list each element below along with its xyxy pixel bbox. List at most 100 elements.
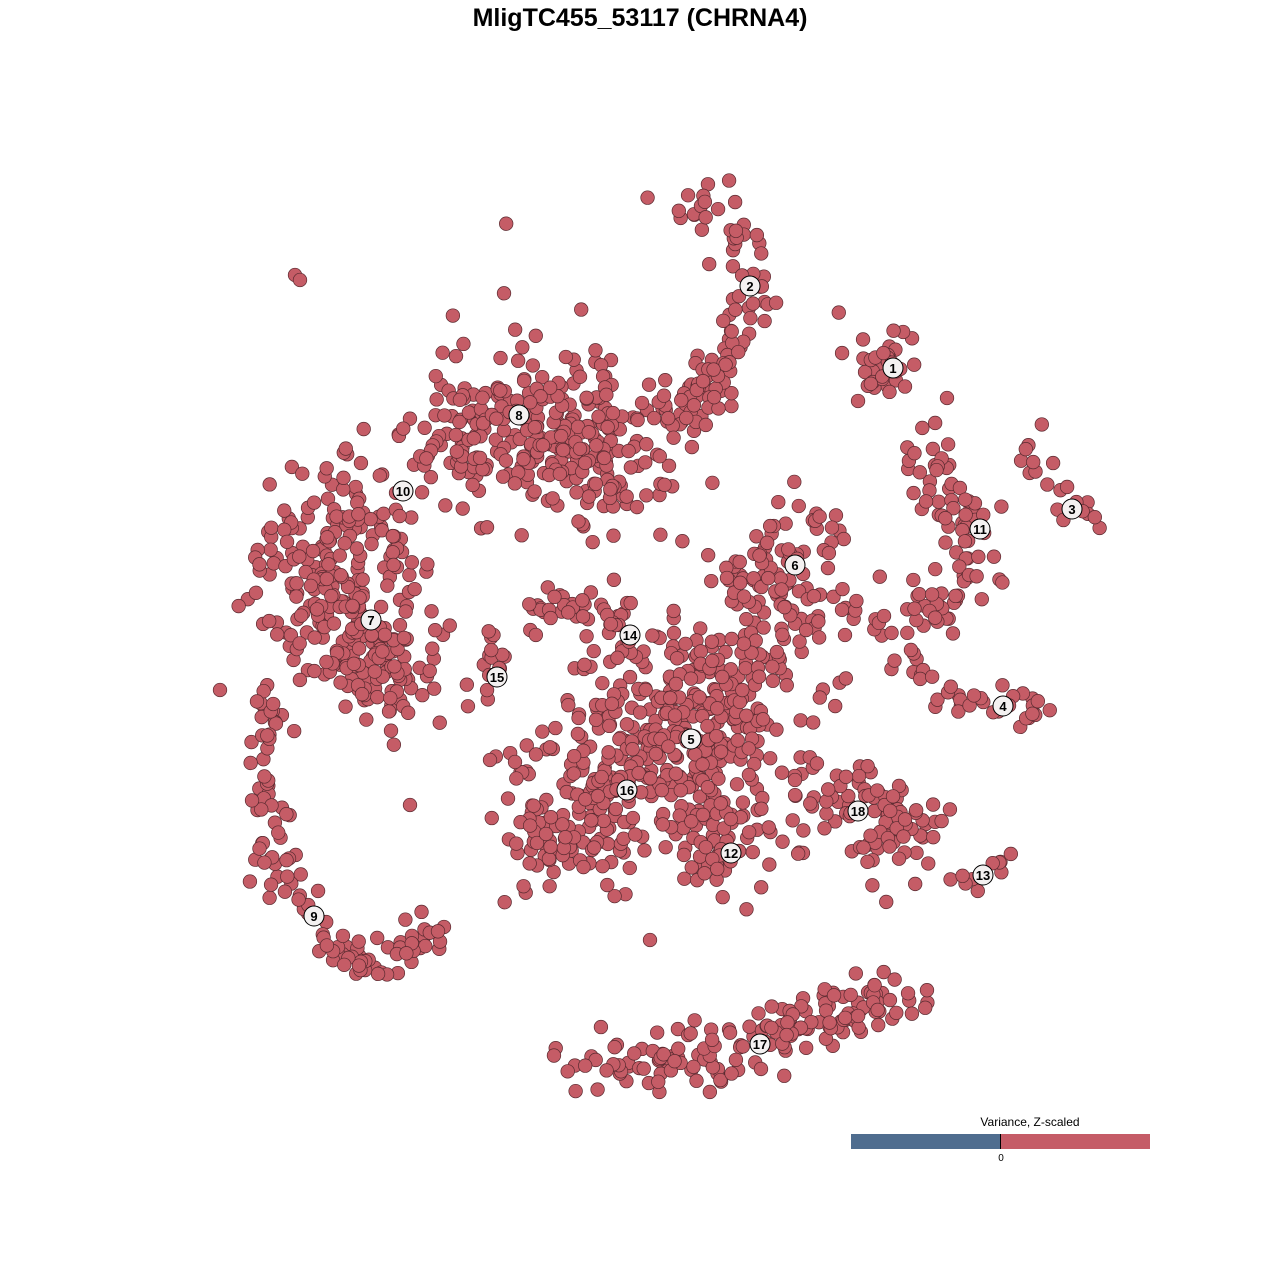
cell-point-cluster-15 [442,618,457,633]
cell-point-cluster-17 [687,1013,702,1028]
cell-point-cluster-8 [606,528,621,543]
cell-point-cluster-16 [522,856,537,871]
cell-point-cluster-2 [728,223,744,238]
cell-point-cluster-12 [700,779,715,795]
cell-point-cluster-15 [481,624,496,639]
cell-point-cluster-6 [836,531,851,547]
cell-point-cluster-8 [605,405,621,421]
cell-point-cluster-1 [907,357,922,372]
cell-point-cluster-11 [952,559,967,574]
cell-point-cluster-12 [775,834,790,849]
cell-point-cluster-17 [779,1027,794,1043]
cell-point-cluster-8 [498,453,514,468]
cell-point-cluster-10 [386,557,401,573]
cell-point-cluster-5 [638,682,653,698]
cell-point-cluster-10 [420,557,435,572]
cell-point-cluster-6 [835,581,850,597]
cell-point-cluster-17 [850,1008,866,1024]
cell-point-cluster-10 [364,536,379,552]
cell-point-cluster-2 [749,227,765,243]
cluster-label-text: 14 [623,628,638,643]
cluster-label-17: 17 [749,1033,771,1055]
cell-point-cluster-15 [484,642,499,658]
cell-point-cluster-17 [764,1020,779,1035]
cell-point-cluster-17 [722,1025,738,1040]
cell-point-cluster-9 [254,802,269,817]
cell-point-cluster-16 [584,813,599,828]
cluster-label-12: 12 [720,842,742,864]
cell-point-cluster-9 [430,924,446,939]
cell-point-cluster-8 [396,421,411,436]
cell-point-cluster-8 [572,369,588,384]
cell-point-cluster-16 [655,817,670,832]
cell-point-cluster-1 [834,345,850,361]
cell-point-cluster-9 [257,855,272,870]
cell-point-cluster-18 [897,812,913,827]
cell-point-cluster-16 [601,745,616,760]
cell-point-cluster-5 [713,744,729,759]
cell-point-cluster-5 [604,696,620,711]
cell-point-cluster-16 [542,740,558,755]
cell-point-cluster-2 [697,194,713,210]
cell-point-cluster-17 [689,1073,704,1088]
cell-point-cluster-9 [398,912,413,927]
cell-point-cluster-5 [595,675,610,691]
cell-point-cluster-5 [715,669,730,685]
cell-point-cluster-8 [414,485,430,500]
cell-point-cluster-17 [780,1015,795,1030]
cell-point-cluster-18 [838,769,854,784]
cell-point-cluster-8 [461,405,477,420]
cell-point-cluster-5 [711,771,726,786]
cell-point-cluster-8 [523,395,538,410]
legend-zero-mark [1000,1134,1001,1149]
color-legend-bar [851,1134,1150,1149]
cell-point-cluster-11 [906,485,921,501]
cell-point-cluster-12 [698,840,713,855]
cell-point-cluster-18 [908,876,923,892]
cell-point-cluster-17 [826,988,842,1003]
cell-point-cluster-11 [969,569,984,584]
cell-point-cluster-12 [713,796,728,811]
cell-point-cluster-8 [589,438,604,453]
cell-point-cluster-5 [828,698,843,714]
cell-point-cluster-10 [292,549,307,564]
cell-point-cluster-14 [561,605,576,620]
cell-point-cluster-5 [730,733,745,748]
cell-point-cluster-10 [385,529,401,544]
cell-point-cluster-8 [658,373,673,388]
cell-point-cluster-18 [819,794,834,809]
cell-point-cluster-8 [599,387,614,402]
cell-point-cluster-11 [907,601,922,616]
cell-point-cluster-11 [938,535,953,550]
cell-point-cluster-16 [519,738,534,753]
cluster-label-badge [508,404,530,426]
cell-point-cluster-5 [739,708,754,723]
cell-point-cluster-10 [307,630,322,645]
cell-point-cluster-6 [705,653,720,669]
cell-point-cluster-7 [359,712,374,727]
cell-point-cluster-10 [270,627,285,642]
cell-point-cluster-16 [578,792,593,807]
cell-point-cluster-8 [493,383,508,398]
cell-point-cluster-16 [484,810,499,826]
cluster-label-text: 13 [976,868,990,883]
cell-point-cluster-8 [435,345,450,360]
cell-point-cluster-18 [870,783,885,798]
cell-point-cluster-6 [761,571,776,586]
cell-point-cluster-9 [242,874,258,889]
cell-point-cluster-8 [466,431,481,446]
cell-point-cluster-9 [256,683,271,699]
cell-point-cluster-8 [525,358,540,373]
cell-point-cluster-17 [882,992,898,1008]
cell-point-cluster-12 [739,902,754,917]
cell-point-cluster-10 [355,572,370,587]
points-layer [212,173,1107,1100]
cell-point-cluster-9 [279,852,294,868]
cluster-label-6: 6 [784,554,806,576]
cell-point-cluster-10 [289,576,304,591]
cell-point-cluster-8 [489,411,504,426]
cell-point-cluster-16 [538,826,554,842]
cell-point-cluster-2 [745,296,761,311]
cell-point-cluster-8 [514,528,529,543]
cell-point-cluster-11 [915,420,930,436]
